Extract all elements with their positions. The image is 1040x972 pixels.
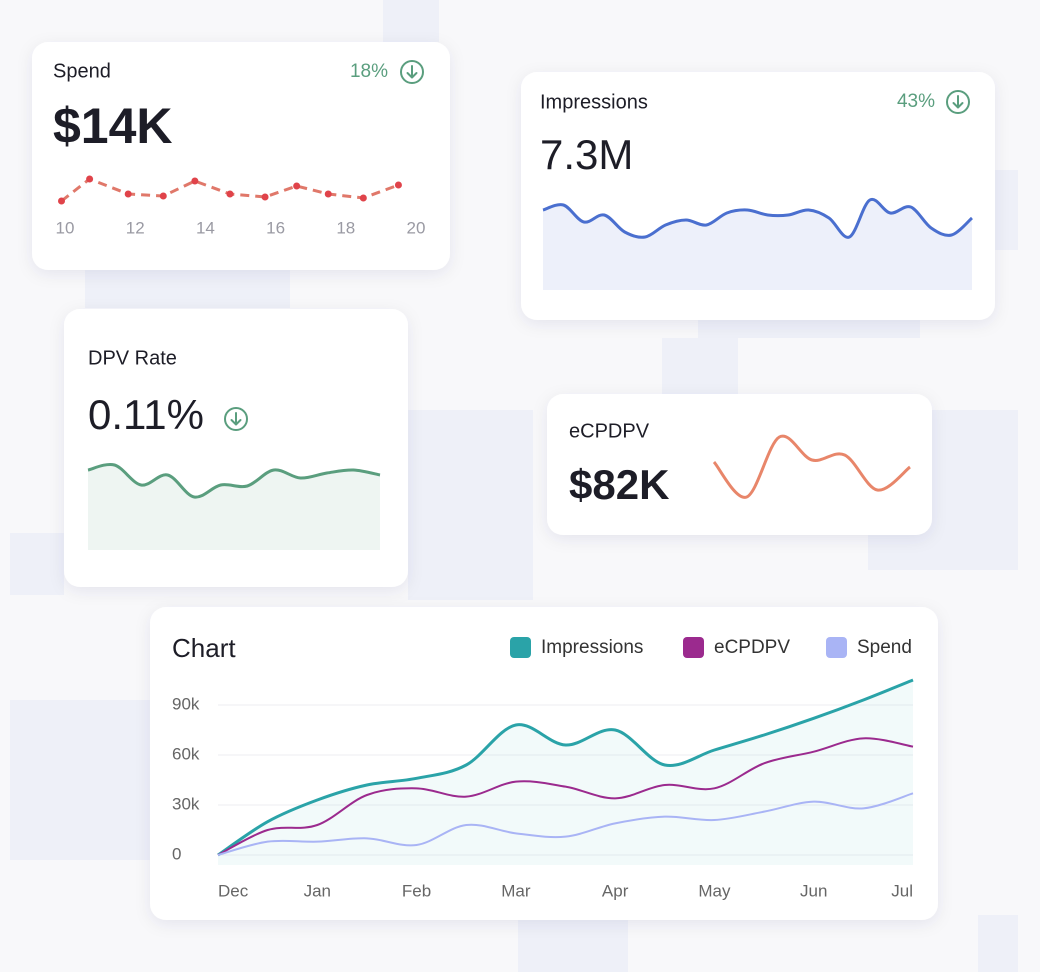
y-tick-label: 0 — [172, 844, 181, 863]
y-tick-label: 30k — [172, 794, 200, 813]
background-decor — [10, 0, 1018, 972]
legend-label: Impressions — [541, 637, 643, 658]
sparkline-dot — [226, 190, 234, 198]
icon-arrow — [406, 65, 418, 79]
legend-label: eCPDPV — [714, 637, 790, 658]
sparkline-dot — [324, 190, 332, 198]
y-tick-label: 90k — [172, 694, 200, 713]
card-change: 43% — [897, 91, 935, 112]
card-value: 7.3M — [540, 131, 633, 178]
x-tick-label: 18 — [336, 218, 355, 237]
sparkline-area — [88, 464, 380, 550]
card — [150, 607, 938, 920]
series-line — [217, 678, 914, 857]
x-tick-label: May — [698, 881, 731, 900]
change-icon — [224, 407, 248, 431]
card — [64, 309, 408, 587]
sparkline — [542, 197, 974, 239]
x-tick-label: 20 — [407, 218, 426, 237]
card-value: 0.11% — [88, 391, 204, 438]
card-title: DPV Rate — [88, 347, 177, 369]
x-tick-label: Feb — [402, 881, 431, 900]
sparkline-dot — [86, 175, 94, 183]
x-tick-label: 12 — [126, 218, 145, 237]
sparkline-dot — [124, 190, 132, 198]
card-value: $14K — [53, 98, 173, 154]
legend-swatch — [826, 637, 847, 658]
x-tick-label: Jul — [891, 881, 913, 900]
card — [521, 72, 995, 320]
legend-swatch — [510, 637, 531, 658]
icon-circle — [946, 90, 970, 114]
icon-circle — [224, 407, 248, 431]
card-change: 18% — [350, 61, 388, 82]
chart-title: Chart — [172, 633, 236, 663]
sparkline-dot — [293, 182, 301, 190]
x-tick-label: Jun — [800, 881, 827, 900]
change-icon — [946, 90, 970, 114]
legend-swatch — [683, 637, 704, 658]
x-tick-label: Apr — [602, 881, 629, 900]
icon-arrow — [952, 95, 964, 109]
series-line — [217, 737, 914, 856]
x-tick-label: 14 — [196, 218, 215, 237]
sparkline-dot — [261, 193, 269, 201]
sparkline-dot — [394, 181, 402, 189]
sparkline-dot — [159, 192, 167, 200]
card-title: Impressions — [540, 91, 648, 113]
series-line — [217, 792, 914, 856]
x-tick-label: 16 — [266, 218, 285, 237]
card — [547, 394, 932, 535]
change-icon — [400, 60, 424, 84]
x-tick-label: Jan — [304, 881, 331, 900]
icon-arrow — [230, 412, 242, 426]
sparkline-dot — [191, 177, 199, 185]
card — [32, 42, 450, 270]
x-tick-label: Dec — [218, 881, 249, 900]
x-tick-label: Mar — [501, 881, 531, 900]
card-value: $82K — [569, 461, 669, 508]
card-title: eCPDPV — [569, 420, 650, 442]
y-tick-label: 60k — [172, 744, 200, 763]
icon-circle — [400, 60, 424, 84]
sparkline — [87, 462, 381, 499]
card-title: Spend — [53, 60, 111, 82]
series-area — [218, 680, 913, 865]
sparkline-area — [543, 199, 972, 290]
x-tick-label: 10 — [56, 218, 75, 237]
sparkline — [712, 434, 911, 499]
sparkline-dot — [359, 194, 367, 202]
sparkline-dot — [58, 197, 66, 205]
legend-label: Spend — [857, 637, 912, 658]
